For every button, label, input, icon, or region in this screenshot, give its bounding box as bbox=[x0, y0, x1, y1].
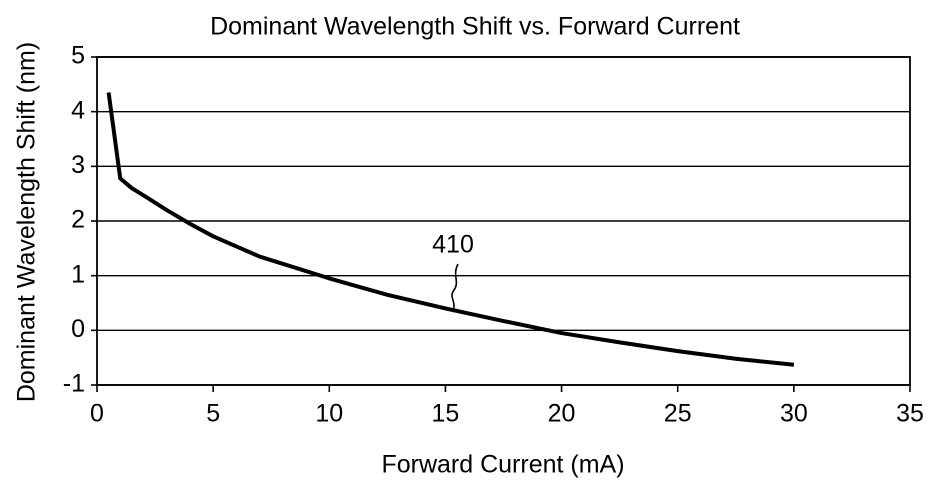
data-line bbox=[106, 92, 795, 367]
y-tick-label: 4 bbox=[71, 96, 85, 124]
y-axis-label: Dominant Wavelength Shift (nm) bbox=[13, 42, 41, 402]
y-tick-label: 2 bbox=[71, 206, 85, 234]
y-tick-label: 5 bbox=[71, 42, 85, 70]
x-tick-label: 15 bbox=[432, 400, 460, 428]
y-tick-label: 3 bbox=[71, 151, 85, 179]
chart-title: Dominant Wavelength Shift vs. Forward Cu… bbox=[210, 13, 740, 41]
annotation-leader bbox=[451, 263, 459, 313]
y-tick-label: 1 bbox=[71, 260, 85, 288]
x-tick-label: 0 bbox=[90, 400, 104, 428]
annotation: 410 bbox=[432, 231, 474, 259]
y-tick-label: 0 bbox=[71, 315, 85, 343]
x-tick-label: 30 bbox=[780, 400, 808, 428]
x-axis-label: Forward Current (mA) bbox=[381, 451, 624, 479]
x-tick-label: 25 bbox=[664, 400, 692, 428]
y-tick-label: -1 bbox=[63, 370, 85, 398]
x-tick-label: 10 bbox=[315, 400, 343, 428]
x-tick-label: 5 bbox=[206, 400, 220, 428]
x-tick-label: 35 bbox=[896, 400, 924, 428]
x-tick-label: 20 bbox=[548, 400, 576, 428]
